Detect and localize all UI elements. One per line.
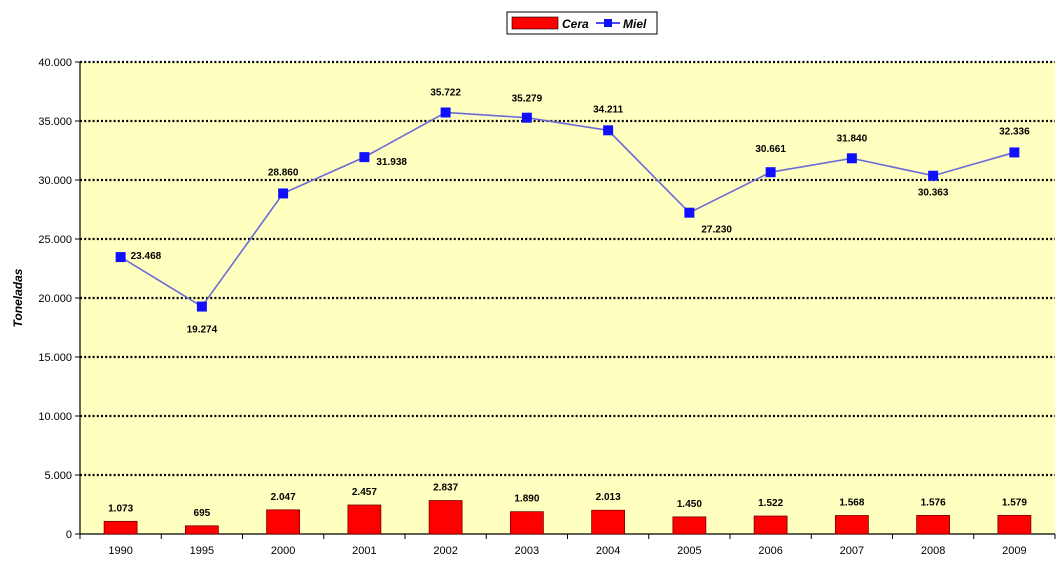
data-label-cera: 2.047 xyxy=(271,492,296,503)
data-label-cera: 2.457 xyxy=(352,487,377,498)
legend-swatch-cera xyxy=(511,16,559,30)
x-tick-label: 2006 xyxy=(758,545,782,557)
legend-label-cera: Cera xyxy=(562,17,589,31)
line-miel xyxy=(120,111,1015,308)
data-label-miel: 27.230 xyxy=(701,225,732,236)
x-tick-label: 2003 xyxy=(515,545,539,557)
marker-miel xyxy=(521,112,532,123)
x-tick-label: 1990 xyxy=(108,545,132,557)
y-tick-label: 40.000 xyxy=(38,57,72,69)
bar-cera xyxy=(997,514,1032,535)
y-axis-title: Toneladas xyxy=(11,268,25,327)
bar-cera xyxy=(266,509,301,535)
x-tick-label: 2009 xyxy=(1002,545,1026,557)
data-label-miel: 34.211 xyxy=(593,104,623,115)
marker-miel xyxy=(359,152,370,163)
y-tick-label: 30.000 xyxy=(38,175,72,187)
line-layer xyxy=(115,107,1020,312)
bar-cera xyxy=(591,509,626,535)
legend: Cera Miel xyxy=(506,11,658,35)
x-axis: 1990 1995 2000 2001 2002 2003 2004 2005 2006 2007… xyxy=(79,533,1056,557)
bar-cera xyxy=(509,511,544,535)
data-label-miel: 32.336 xyxy=(999,126,1030,137)
x-tick-label: 2002 xyxy=(433,545,457,557)
marker-miel xyxy=(603,125,614,136)
data-label-cera: 2.013 xyxy=(596,492,621,503)
data-label-miel: 23.468 xyxy=(131,251,162,262)
y-tick-label: 35.000 xyxy=(38,116,72,128)
data-label-cera: 695 xyxy=(194,508,211,519)
marker-miel xyxy=(928,170,939,181)
x-tick-label: 2007 xyxy=(840,545,864,557)
marker-miel xyxy=(1009,147,1020,158)
data-label-miel: 19.274 xyxy=(187,325,218,336)
data-label-cera: 1.450 xyxy=(677,499,702,510)
bar-cera xyxy=(103,520,138,535)
grid-layer xyxy=(80,60,1055,477)
data-label-miel: 31.938 xyxy=(376,157,407,168)
y-tick-label: 5.000 xyxy=(44,470,72,482)
x-tick-label: 2008 xyxy=(921,545,945,557)
y-axis: 0 5.000 10.000 15.000 20.000 25.000 30.000 35.0… xyxy=(38,57,81,541)
marker-miel xyxy=(684,207,695,218)
x-tick-label: 2004 xyxy=(596,545,620,557)
data-label-miel: 30.363 xyxy=(918,188,949,199)
y-tick-label: 10.000 xyxy=(38,411,72,423)
bar-cera xyxy=(672,516,707,535)
y-tick-label: 0 xyxy=(66,529,72,541)
data-label-cera: 1.522 xyxy=(758,498,783,509)
x-tick-label: 1995 xyxy=(190,545,214,557)
data-label-cera: 1.890 xyxy=(514,494,539,505)
legend-label-miel: Miel xyxy=(623,17,647,31)
data-label-cera: 1.579 xyxy=(1002,497,1027,508)
x-tick-label: 2001 xyxy=(352,545,376,557)
marker-miel xyxy=(196,301,207,312)
marker-miel xyxy=(440,107,451,118)
marker-miel xyxy=(278,188,289,199)
bar-cera xyxy=(916,515,951,535)
bar-cera xyxy=(428,500,463,535)
y-tick-label: 25.000 xyxy=(38,234,72,246)
bar-cera xyxy=(834,515,869,535)
data-label-cera: 1.568 xyxy=(839,497,864,508)
y-tick-label: 20.000 xyxy=(38,293,72,305)
bar-cera xyxy=(184,525,219,535)
y-tick-label: 15.000 xyxy=(38,352,72,364)
data-label-cera: 1.073 xyxy=(108,503,133,514)
data-labels-layer: 1.073 695 2.047 2.457 2.837 1.890 2.013 1.450 1.… xyxy=(108,87,1030,518)
data-label-miel: 30.661 xyxy=(755,144,786,155)
bar-cera xyxy=(347,504,382,535)
data-label-cera: 1.576 xyxy=(921,497,946,508)
legend-marker-miel xyxy=(604,19,612,27)
bar-cera xyxy=(753,515,788,535)
bars-layer xyxy=(103,500,1032,535)
data-label-miel: 35.279 xyxy=(512,94,543,105)
data-label-miel: 35.722 xyxy=(430,87,461,98)
x-tick-label: 2005 xyxy=(677,545,701,557)
data-label-miel: 31.840 xyxy=(837,133,868,144)
data-label-miel: 28.860 xyxy=(268,167,299,178)
data-label-cera: 2.837 xyxy=(433,483,458,494)
marker-miel xyxy=(765,167,776,178)
marker-miel xyxy=(115,252,126,263)
marker-miel xyxy=(846,153,857,164)
x-tick-label: 2000 xyxy=(271,545,295,557)
